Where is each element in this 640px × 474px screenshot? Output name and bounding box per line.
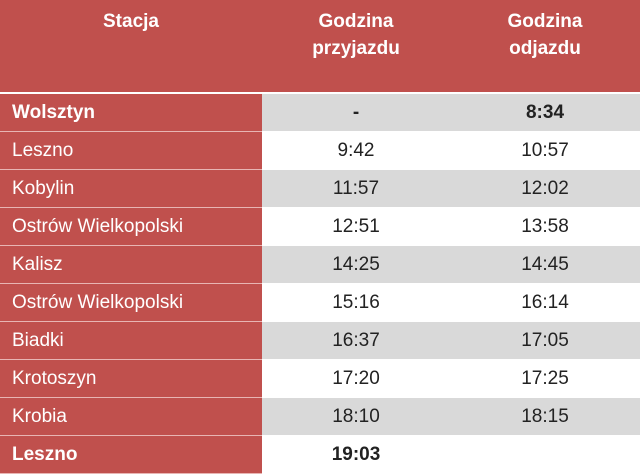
header-text: Godzina przyjazdu <box>312 11 400 59</box>
time-cell: 19:03 <box>262 435 450 474</box>
time-cell: 17:20 <box>262 359 450 398</box>
station-cell: Leszno <box>0 435 262 474</box>
row: Krobia 18:10 18:15 <box>0 397 640 436</box>
time-cell: 17:25 <box>450 359 640 398</box>
time-cell: 12:02 <box>450 169 640 208</box>
header-text: Godzina odjazdu <box>507 11 583 59</box>
header-cell: Godzina odjazdu <box>450 0 640 94</box>
header-row: Stacja Godzina przyjazdu Godzina odjazdu <box>0 0 640 94</box>
row: Ostrów Wielkopolski 15:16 16:14 <box>0 283 640 322</box>
station-cell: Wolsztyn <box>0 93 262 132</box>
row: Wolsztyn -8:34 <box>0 93 640 132</box>
time-cell: 8:34 <box>450 93 640 132</box>
row: Leszno 19:03 <box>0 435 640 474</box>
header-cell: Stacja <box>0 0 262 94</box>
table-body: Wolsztyn -8:34 Leszno 9:42 10:57 Kobylin 11:57… <box>0 93 640 474</box>
station-cell: Leszno <box>0 131 262 170</box>
time-cell: 14:45 <box>450 245 640 284</box>
station-cell: Krotoszyn <box>0 359 262 398</box>
time-cell: 15:16 <box>262 283 450 322</box>
station-cell: Krobia <box>0 397 262 436</box>
header-text: Stacja <box>103 11 159 32</box>
time-cell: 18:10 <box>262 397 450 436</box>
station-cell: Ostrów Wielkopolski <box>0 283 262 322</box>
header-cell: Godzina przyjazdu <box>262 0 450 94</box>
time-cell: 10:57 <box>450 131 640 170</box>
time-cell <box>450 435 640 474</box>
time-cell: 11:57 <box>262 169 450 208</box>
time-cell: 12:51 <box>262 207 450 246</box>
time-cell: 16:37 <box>262 321 450 360</box>
row: Leszno 9:42 10:57 <box>0 131 640 170</box>
station-cell: Kalisz <box>0 245 262 284</box>
time-cell: 13:58 <box>450 207 640 246</box>
row: Kalisz 14:25 14:45 <box>0 245 640 284</box>
row: Ostrów Wielkopolski 12:51 13:58 <box>0 207 640 246</box>
time-cell: 16:14 <box>450 283 640 322</box>
row: Krotoszyn 17:20 17:25 <box>0 359 640 398</box>
station-cell: Kobylin <box>0 169 262 208</box>
time-cell: 9:42 <box>262 131 450 170</box>
station-cell: Biadki <box>0 321 262 360</box>
time-cell: - <box>262 93 450 132</box>
time-cell: 18:15 <box>450 397 640 436</box>
station-cell: Ostrów Wielkopolski <box>0 207 262 246</box>
time-cell: 14:25 <box>262 245 450 284</box>
row: Kobylin 11:57 12:02 <box>0 169 640 208</box>
time-cell: 17:05 <box>450 321 640 360</box>
row: Biadki 16:37 17:05 <box>0 321 640 360</box>
